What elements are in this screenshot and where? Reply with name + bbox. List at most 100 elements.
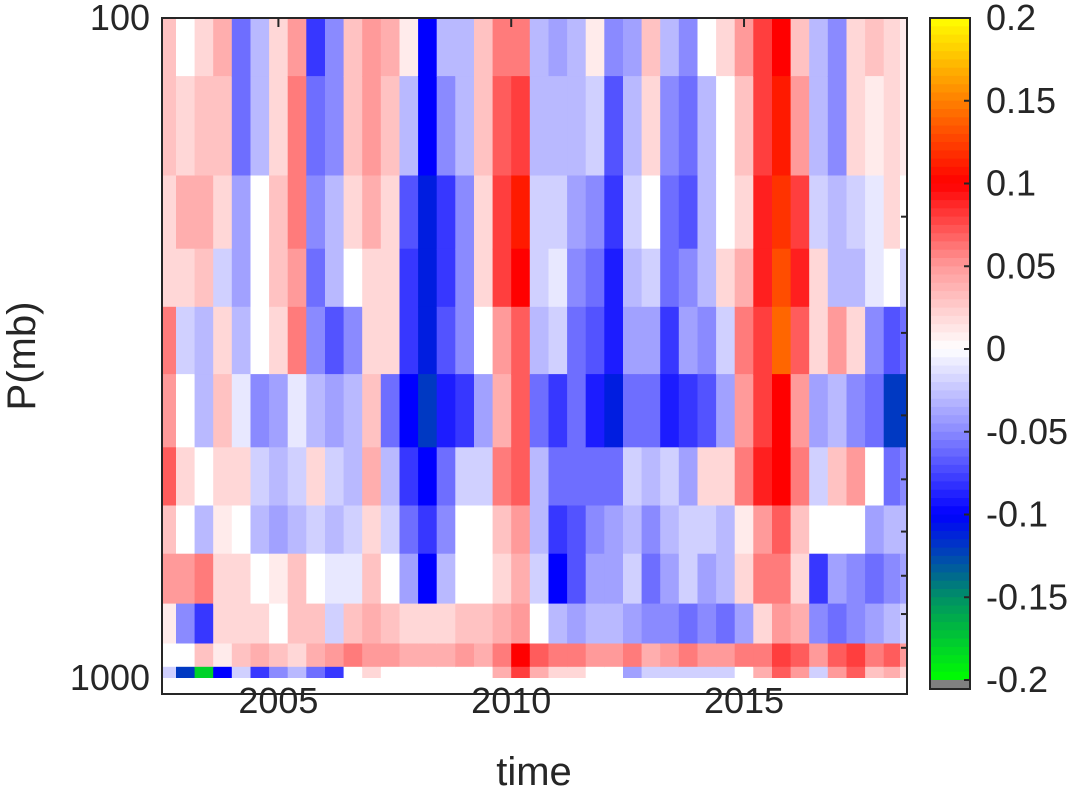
heatmap-cell <box>325 505 345 555</box>
heatmap-cell <box>362 175 382 250</box>
heatmap-cell <box>772 666 792 678</box>
colorbar-band <box>930 258 970 267</box>
heatmap-cell <box>660 447 680 507</box>
heatmap-cell <box>162 175 177 250</box>
heatmap-cell <box>567 603 587 645</box>
heatmap-cell <box>176 306 196 375</box>
heatmap-cell <box>865 553 885 605</box>
heatmap-cell <box>362 553 382 605</box>
heatmap-cell <box>827 18 848 77</box>
heatmap-cell <box>418 248 438 308</box>
heatmap-cell <box>772 18 792 77</box>
heatmap-cell <box>306 76 326 177</box>
heatmap-cell <box>753 18 773 77</box>
heatmap-cell <box>900 175 907 250</box>
heatmap-cell <box>734 18 755 77</box>
heatmap-cell <box>678 666 699 678</box>
heatmap-cell <box>231 553 252 605</box>
heatmap-cell <box>492 175 512 250</box>
heatmap-cell <box>790 374 810 449</box>
heatmap-cell <box>697 666 717 678</box>
colorbar-band <box>930 266 970 276</box>
heatmap-cell <box>827 175 848 250</box>
heatmap-cell <box>529 603 550 645</box>
heatmap-cell <box>846 76 866 177</box>
colorbar-band <box>930 166 970 176</box>
heatmap-cell <box>213 175 233 250</box>
heatmap-cell <box>474 248 494 308</box>
heatmap-cell <box>231 76 252 177</box>
heatmap-cell <box>678 553 699 605</box>
heatmap-cell <box>641 603 661 645</box>
heatmap-cell <box>548 175 568 250</box>
y-tick-label: 100 <box>90 0 150 38</box>
colorbar-band <box>930 564 970 573</box>
heatmap-cell <box>306 374 326 449</box>
colorbar-tick-label: 0.05 <box>986 245 1056 286</box>
heatmap-cell <box>176 18 196 77</box>
heatmap-cell <box>548 76 568 177</box>
heatmap-cell <box>772 603 792 645</box>
heatmap-cell <box>306 505 326 555</box>
colorbar-band <box>930 18 970 27</box>
heatmap-cell <box>567 374 587 449</box>
colorbar-band <box>930 531 970 540</box>
heatmap-cell <box>790 666 810 678</box>
heatmap-cell <box>604 374 624 449</box>
heatmap-cell <box>900 248 907 308</box>
heatmap-cell <box>567 175 587 250</box>
heatmap-cell <box>492 76 512 177</box>
heatmap-cell <box>790 18 810 77</box>
heatmap-cell <box>865 18 885 77</box>
heatmap-cell <box>213 374 233 449</box>
heatmap-cell <box>623 76 643 177</box>
heatmap-cell <box>772 76 792 177</box>
heatmap-cell <box>660 374 680 449</box>
colorbar-band <box>930 589 970 598</box>
heatmap-cell <box>269 18 289 77</box>
heatmap-cell <box>567 553 587 605</box>
heatmap-cell <box>362 374 382 449</box>
heatmap-cell <box>753 76 773 177</box>
heatmap-cell <box>753 603 773 645</box>
heatmap-cell <box>399 175 419 250</box>
heatmap-cell <box>734 447 755 507</box>
heatmap-cell <box>623 447 643 507</box>
heatmap-cell <box>716 643 736 668</box>
colorbar-band <box>930 109 970 118</box>
heatmap-cell <box>474 553 494 605</box>
heatmap-cell <box>865 374 885 449</box>
heatmap-cell <box>660 666 680 678</box>
heatmap-cell <box>162 447 177 507</box>
colorbar-band <box>930 506 970 516</box>
heatmap-cell <box>343 643 363 668</box>
heatmap-cell <box>343 175 363 250</box>
heatmap-cell <box>287 643 308 668</box>
heatmap-cell <box>194 248 214 308</box>
heatmap-cell <box>772 306 792 375</box>
heatmap-cell <box>697 76 717 177</box>
heatmap-cell <box>846 505 866 555</box>
heatmap-cell <box>325 603 345 645</box>
colorbar-band <box>930 216 970 226</box>
heatmap-cell <box>455 374 475 449</box>
heatmap-cell <box>883 76 901 177</box>
heatmap-cell <box>194 447 214 507</box>
heatmap-cell <box>900 505 907 555</box>
heatmap-cell <box>716 553 736 605</box>
heatmap-cell <box>418 643 438 668</box>
heatmap-cell <box>418 666 438 678</box>
heatmap-cell <box>883 18 901 77</box>
heatmap-cell <box>790 505 810 555</box>
heatmap-cell <box>213 76 233 177</box>
heatmap-cell <box>194 374 214 449</box>
heatmap-cell <box>269 643 289 668</box>
heatmap-cell <box>343 666 363 678</box>
heatmap-cell <box>529 553 550 605</box>
heatmap-cell <box>678 505 699 555</box>
heatmap-cell <box>900 374 907 449</box>
heatmap-cell <box>194 175 214 250</box>
heatmap-cell <box>809 643 829 668</box>
colorbar-band <box>930 26 970 36</box>
heatmap-cell <box>306 175 326 250</box>
